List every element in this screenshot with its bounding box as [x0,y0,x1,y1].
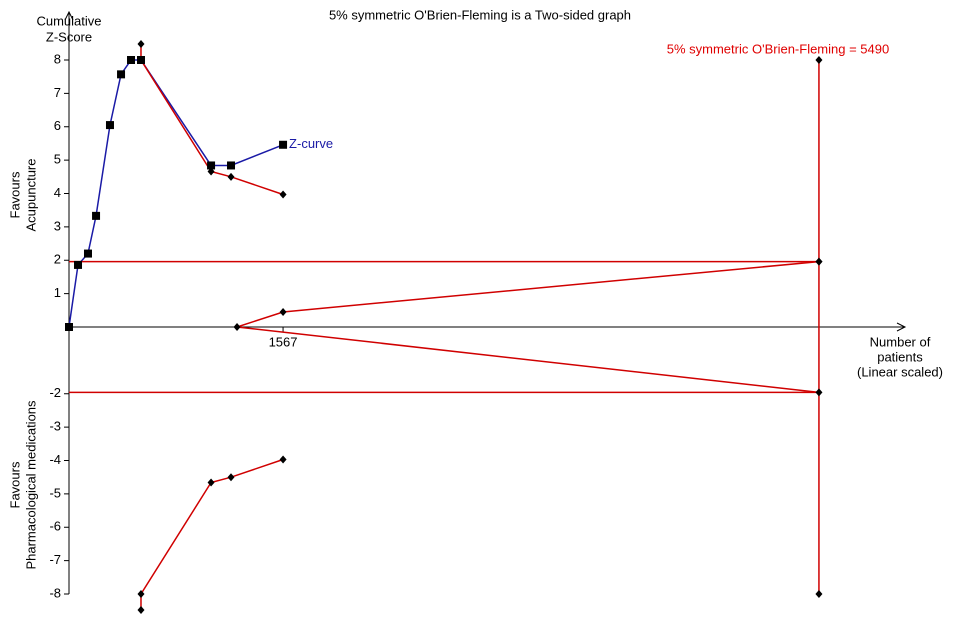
point [279,455,287,464]
x-axis-label: Number of [870,334,931,349]
y-tick-label: 5 [54,152,61,167]
chart-title: 5% symmetric O'Brien-Fleming is a Two-si… [329,7,631,22]
point [815,388,823,397]
y-tick-label: 8 [54,51,61,66]
point [137,56,145,64]
y-tick-label: 3 [54,218,61,233]
y-tick-label: 1 [54,285,61,300]
y-tick-label: 6 [54,118,61,133]
point [227,161,236,170]
point [74,260,83,269]
point [233,323,241,331]
series-label: Z-curve [289,136,333,151]
annotation: 5% symmetric O'Brien-Fleming = 5490 [667,41,889,56]
point [207,161,216,170]
point [279,140,288,149]
x-axis [69,322,907,332]
point [815,257,823,266]
series-line [236,326,820,394]
point [227,172,235,181]
region-label: Pharmacological medications [23,400,38,570]
point [83,249,92,258]
point [279,190,287,199]
point [137,39,145,48]
y-tick-label: -8 [49,585,61,600]
x-axis-label: patients [877,349,923,364]
point [137,590,145,598]
point [207,167,215,176]
point [65,323,73,331]
point [815,590,823,598]
point [815,56,823,64]
x-tick-label: 1567 [269,334,298,349]
point [227,473,235,482]
region-label: Favours [7,461,22,508]
point [207,478,215,487]
point [137,606,145,615]
y-tick-label: -7 [49,552,61,567]
region-label: Favours [7,171,22,218]
y-tick-label: 2 [54,252,61,267]
y-tick-label: -6 [49,519,61,534]
point [127,56,136,64]
point [117,70,126,79]
y-tick-label: -5 [49,485,61,500]
y-tick-label: -2 [49,385,61,400]
point [92,211,101,220]
point [279,307,287,316]
y-tick-label: 7 [54,85,61,100]
y-axis-label: Z-Score [46,29,92,44]
series-line [236,260,820,328]
series-line [68,59,284,328]
y-axis [64,10,74,594]
region-label: Acupuncture [23,159,38,232]
y-tick-label: 4 [54,185,61,200]
point [105,121,114,130]
x-axis-label: (Linear scaled) [857,364,943,379]
y-axis-label: Cumulative [36,13,101,28]
y-tick-label: -3 [49,419,61,434]
y-tick-label: -4 [49,452,61,467]
